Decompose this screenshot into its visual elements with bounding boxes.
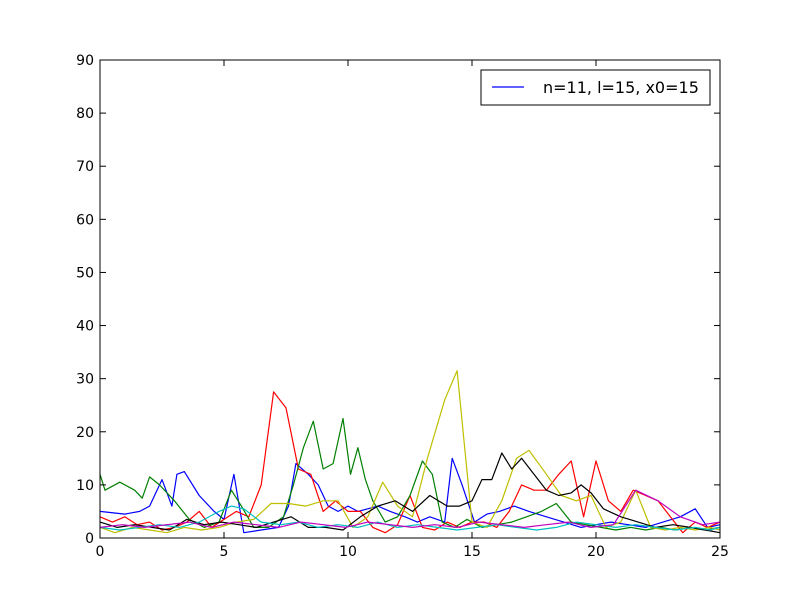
- x-tick-label: 5: [220, 544, 229, 560]
- y-tick-label: 80: [76, 106, 94, 122]
- y-tick-label: 0: [85, 531, 94, 547]
- y-tick-label: 30: [76, 372, 94, 388]
- series-line-5: [99, 452, 721, 534]
- x-tick-label: 0: [96, 544, 105, 560]
- y-tick-label: 10: [76, 478, 94, 494]
- y-tick-label: 60: [76, 212, 94, 228]
- x-tick-label: 10: [339, 544, 357, 560]
- y-tick-label: 40: [76, 319, 94, 335]
- y-tick-label: 90: [76, 53, 94, 69]
- legend-label: n=11, l=15, x0=15: [543, 78, 699, 97]
- x-tick-label: 15: [463, 544, 481, 560]
- series-layer: [99, 370, 721, 534]
- x-tick-label: 20: [587, 544, 605, 560]
- series-line-4: [99, 370, 721, 534]
- plot-background: [100, 60, 720, 538]
- y-tick-label: 20: [76, 425, 94, 441]
- legend: n=11, l=15, x0=15: [480, 69, 711, 106]
- series-line-7: [99, 489, 721, 529]
- x-tick-label: 25: [711, 544, 729, 560]
- series-line-6: [99, 505, 721, 531]
- axis-ticks: 0 5 10 15 20 25 0 10 20 30 40 50 60 70 80 90: [76, 53, 729, 560]
- y-tick-label: 70: [76, 159, 94, 175]
- y-tick-label: 50: [76, 265, 94, 281]
- plot-frame: [99, 59, 721, 539]
